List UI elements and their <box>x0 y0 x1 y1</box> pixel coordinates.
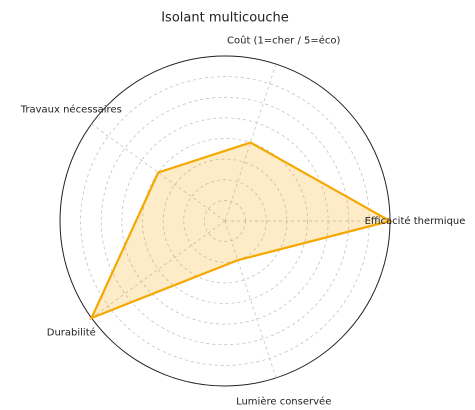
axis-label: Durabilité <box>47 327 96 339</box>
axis-label: Travaux nécessaires <box>20 103 122 115</box>
chart-title: Isolant multicouche <box>161 11 289 26</box>
radar-area <box>89 141 393 321</box>
axis-label: Lumière conservée <box>236 396 331 408</box>
axis-label: Coût (1=cher / 5=éco) <box>227 34 341 46</box>
grid-circle <box>183 179 267 263</box>
axis-label: Efficacité thermique <box>365 215 466 227</box>
grid-circle <box>100 96 350 346</box>
grid-circle <box>142 138 308 304</box>
